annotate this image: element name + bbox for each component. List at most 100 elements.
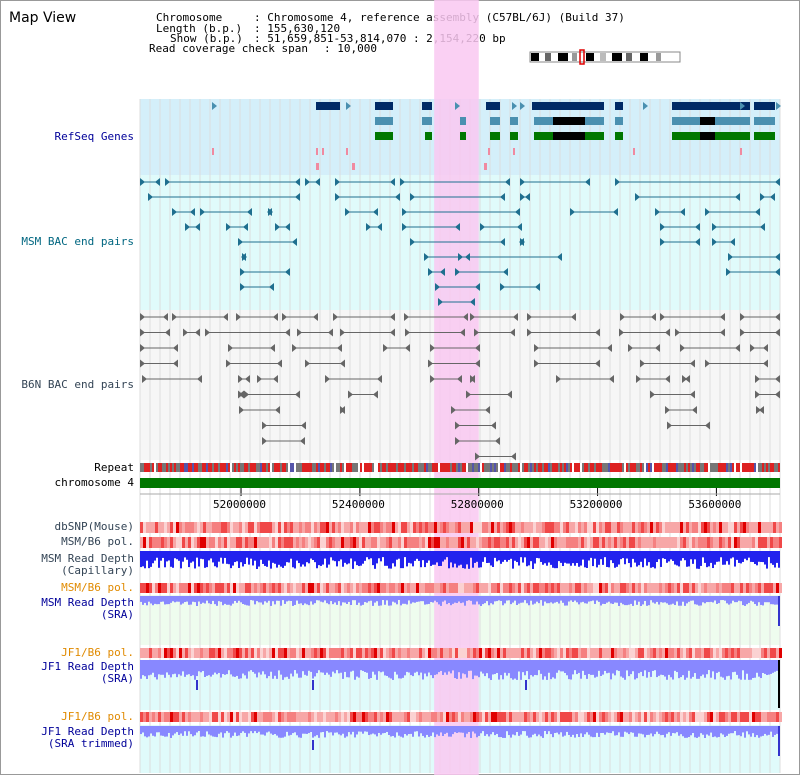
depth-bar	[326, 660, 328, 673]
track-label-msm-depth-capillary[interactable]: MSM Read Depth	[41, 552, 134, 565]
track-label-jf1-depth-sra[interactable]: JF1 Read Depth	[41, 660, 134, 673]
heat-cell	[362, 648, 365, 658]
depth-bar	[622, 726, 624, 737]
heat-cell	[527, 712, 530, 722]
track-label-msm-b6-pol[interactable]: MSM/B6 pol.	[61, 535, 134, 548]
repeat-segment	[552, 463, 554, 472]
track-label-b6n-bac[interactable]: B6N BAC end pairs	[21, 378, 134, 391]
depth-bar	[458, 551, 460, 566]
depth-bar	[152, 596, 154, 606]
depth-bar	[314, 726, 316, 737]
repeat-segment	[692, 463, 694, 472]
heat-cell	[203, 583, 206, 593]
depth-bar	[192, 726, 194, 737]
heat-cell	[335, 522, 338, 533]
track-label-dbsnp[interactable]: dbSNP(Mouse)	[54, 520, 134, 533]
heat-cell	[530, 583, 533, 593]
heat-cell	[614, 583, 617, 593]
track-label-jf1-b6-pol-2[interactable]: JF1/B6 pol.	[61, 710, 134, 723]
repeat-segment	[694, 463, 696, 472]
depth-bar	[334, 596, 336, 603]
depth-bar	[470, 551, 472, 558]
depth-bar	[690, 660, 692, 679]
heat-cell	[473, 648, 476, 658]
depth-bar	[564, 551, 566, 563]
heat-cell	[257, 712, 260, 722]
refseq-gene-features	[212, 102, 781, 170]
heat-cell	[224, 712, 227, 722]
depth-bar	[432, 596, 434, 603]
heat-cell	[404, 712, 407, 722]
heat-cell	[512, 522, 515, 533]
bac-end-marker	[390, 178, 395, 186]
depth-bar	[472, 660, 474, 680]
heat-cell	[539, 537, 542, 548]
depth-bar	[488, 660, 490, 679]
repeat-segment	[532, 463, 534, 472]
heat-cell	[299, 648, 302, 658]
depth-bar	[368, 551, 370, 560]
bac-end-marker	[390, 313, 395, 321]
depth-bar	[586, 660, 588, 679]
bac-end-marker	[140, 344, 145, 352]
heat-cell	[272, 522, 275, 533]
repeat-segment	[416, 463, 418, 472]
depth-bar	[640, 660, 642, 672]
heat-cell	[161, 537, 164, 548]
depth-bar	[390, 726, 392, 737]
heat-cell	[323, 522, 326, 533]
depth-bar	[638, 551, 640, 566]
depth-bar	[328, 660, 330, 675]
depth-bar	[158, 551, 160, 568]
depth-bar	[640, 551, 642, 562]
heat-cell	[185, 583, 188, 593]
heat-cell	[323, 537, 326, 548]
track-label-msm-depth-sra[interactable]: MSM Read Depth	[41, 596, 134, 609]
heat-cell	[746, 522, 749, 533]
repeat-segment	[404, 463, 406, 472]
depth-bar	[758, 726, 760, 738]
bac-end-marker	[395, 193, 400, 201]
heat-cell	[629, 583, 632, 593]
depth-bar	[344, 660, 346, 672]
track-label-msm-b6-pol-2[interactable]: MSM/B6 pol.	[61, 581, 134, 594]
repeat-segment	[246, 463, 248, 472]
track-label-jf1-depth-trimmed[interactable]: JF1 Read Depth	[41, 725, 134, 738]
depth-bar	[418, 726, 420, 737]
repeat-segment	[226, 463, 228, 472]
depth-bar	[422, 660, 424, 680]
depth-bar	[274, 596, 276, 605]
depth-bar	[184, 596, 186, 603]
highlight-region	[434, 0, 479, 775]
heat-cell	[476, 648, 479, 658]
depth-bar	[352, 726, 354, 732]
heat-cell	[515, 537, 518, 548]
heat-cell	[452, 522, 455, 533]
heat-cell	[584, 712, 587, 722]
repeat-segment	[676, 463, 678, 472]
depth-bar	[620, 596, 622, 603]
depth-bar	[182, 726, 184, 736]
depth-bar	[186, 660, 188, 675]
heat-cell	[230, 522, 233, 533]
depth-bar	[504, 596, 506, 604]
heat-cell	[323, 648, 326, 658]
heat-cell	[521, 537, 524, 548]
heat-cell	[173, 712, 176, 722]
depth-bar	[586, 726, 588, 733]
depth-bar	[300, 726, 302, 738]
heat-cell	[383, 712, 386, 722]
track-label-jf1-b6-pol[interactable]: JF1/B6 pol.	[61, 646, 134, 659]
heat-cell	[272, 583, 275, 593]
heat-cell	[596, 712, 599, 722]
depth-bar	[482, 596, 484, 605]
depth-bar	[264, 596, 266, 602]
track-label-refseq-genes[interactable]: RefSeq Genes	[54, 130, 134, 143]
track-label-msm-bac[interactable]: MSM BAC end pairs	[21, 235, 134, 248]
bac-end-marker	[430, 375, 435, 383]
depth-bar	[174, 551, 176, 559]
bac-end-marker	[373, 390, 378, 399]
bac-end-marker	[297, 328, 302, 337]
depth-bar	[390, 551, 392, 569]
